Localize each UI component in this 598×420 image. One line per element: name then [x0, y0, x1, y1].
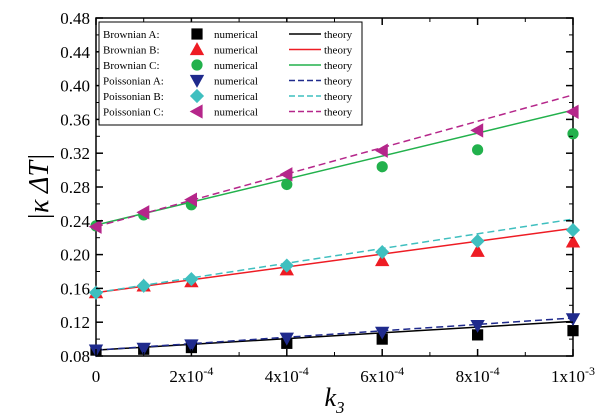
legend-series-name: Poissonian C: — [103, 107, 164, 119]
legend-theory-label: theory — [324, 60, 353, 72]
data-point-s4 — [88, 285, 104, 300]
x-tick-label: 6x10-4 — [360, 364, 404, 386]
data-point-s3 — [184, 339, 199, 353]
y-tick-label: 0.44 — [60, 43, 90, 62]
data-point-s3 — [565, 313, 581, 327]
legend-marker — [189, 88, 205, 104]
theory-line-1 — [96, 227, 573, 294]
data-point-s5 — [88, 219, 102, 234]
legend-theory-label: theory — [324, 107, 353, 119]
legend-theory-label: theory — [324, 29, 353, 41]
legend-marker — [191, 59, 203, 71]
y-tick-label: 0.24 — [60, 212, 90, 231]
legend-numerical-label: numerical — [214, 91, 258, 103]
data-point-s4 — [565, 223, 581, 238]
data-point-s5 — [184, 192, 198, 207]
legend-marker — [189, 104, 203, 119]
x-tick-label: 8x10-4 — [456, 364, 500, 386]
x-tick-label: 2x10-4 — [169, 364, 213, 386]
theory-line-4 — [96, 218, 573, 294]
legend-series-name: Brownian B: — [103, 45, 160, 57]
legend-series-name: Poissonian A: — [103, 76, 164, 88]
legend-series-name: Brownian C: — [103, 60, 160, 72]
y-tick-label: 0.08 — [60, 347, 90, 366]
theory-line-5 — [96, 94, 573, 228]
data-point-s2 — [281, 178, 293, 191]
y-tick-label: 0.40 — [60, 77, 90, 96]
data-point-s4 — [470, 234, 485, 249]
data-point-s4 — [279, 258, 294, 273]
data-point-s3 — [375, 326, 390, 340]
data-point-s2 — [567, 128, 579, 140]
y-tick-label: 0.48 — [60, 9, 90, 28]
theory-line-2 — [96, 109, 573, 226]
y-axis-title: |κ ΔT| — [24, 153, 55, 220]
x-tick-label: 1x10-3 — [551, 364, 595, 386]
y-tick-label: 0.20 — [60, 246, 90, 265]
data-point-s5 — [565, 104, 579, 119]
legend-marker — [189, 74, 205, 88]
data-point-s3 — [136, 342, 151, 356]
data-point-s4 — [375, 244, 390, 260]
y-tick-label: 0.16 — [60, 279, 90, 298]
x-tick-label: 0 — [92, 367, 101, 386]
data-point-s4 — [136, 278, 151, 293]
y-tick-label: 0.12 — [60, 313, 90, 332]
data-point-s5 — [470, 123, 484, 138]
y-tick-label: 0.32 — [60, 144, 90, 163]
data-point-s2 — [376, 161, 388, 173]
legend-marker — [191, 28, 203, 40]
legend-numerical-label: numerical — [214, 29, 258, 41]
theory-line-3 — [96, 317, 573, 351]
legend-marker — [189, 42, 205, 56]
data-point-s3 — [470, 319, 485, 333]
y-tick-label: 0.28 — [60, 178, 90, 197]
legend-numerical-label: numerical — [214, 76, 258, 88]
legend-numerical-label: numerical — [214, 107, 258, 119]
legend-series-name: Poissonian B: — [103, 91, 164, 103]
data-layer — [88, 94, 581, 358]
legend-numerical-label: numerical — [214, 45, 258, 57]
legend: Brownian A: numerical theory Brownian B: num… — [98, 21, 363, 126]
legend-numerical-label: numerical — [214, 60, 258, 72]
data-point-s5 — [136, 205, 150, 220]
data-point-s3 — [279, 332, 294, 346]
x-axis-title: k3 — [324, 383, 344, 417]
legend-series-name: Brownian A: — [103, 29, 160, 41]
data-point-s2 — [471, 144, 484, 156]
y-tick-label: 0.36 — [60, 110, 90, 129]
legend-theory-label: theory — [324, 76, 353, 88]
data-point-s1 — [375, 253, 390, 267]
legend-frame — [98, 21, 363, 126]
data-point-s1 — [470, 243, 485, 257]
legend-theory-label: theory — [324, 91, 353, 103]
data-point-s5 — [374, 143, 388, 158]
legend-theory-label: theory — [324, 45, 353, 57]
data-point-s5 — [279, 167, 293, 182]
data-point-s1 — [565, 234, 581, 248]
data-point-s4 — [184, 272, 199, 287]
axes-layer: 0.08 0.12 0.16 0.20 0.24 0.28 0.32 0.36 0.40 0.44… — [60, 9, 595, 386]
x-tick-label: 4x10-4 — [265, 364, 309, 386]
data-point-s0 — [567, 325, 579, 337]
